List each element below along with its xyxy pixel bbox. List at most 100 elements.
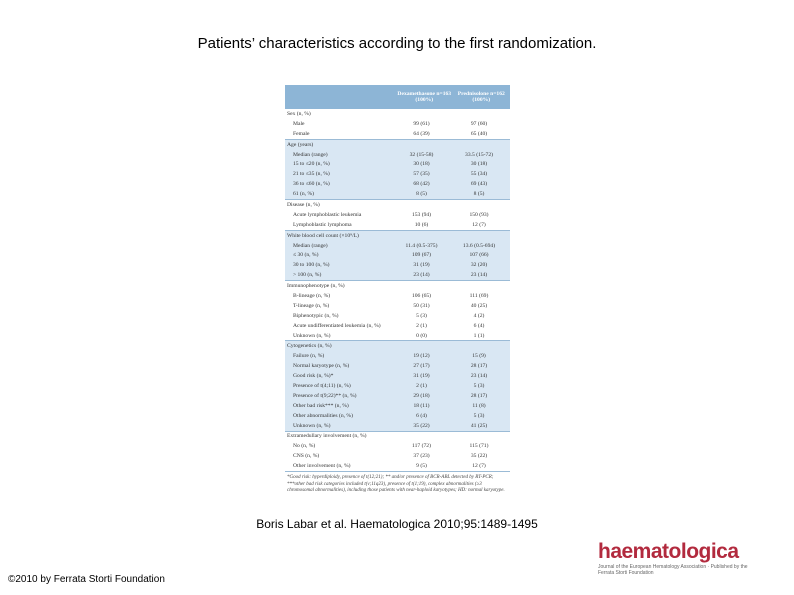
- table-row: Male 99 (61) 97 (60): [285, 119, 510, 129]
- cell: 2 (1): [416, 382, 427, 389]
- cell: 107 (66): [469, 252, 489, 259]
- section-label: Sex (n, %): [287, 110, 311, 117]
- cell: 50 (31): [413, 302, 430, 309]
- table-row: CNS (n, %) 37 (23) 35 (22): [285, 451, 510, 461]
- table-row: No (n, %) 117 (72) 115 (71): [285, 441, 510, 451]
- row-label: Female: [293, 130, 310, 137]
- cell: 150 (93): [469, 211, 489, 218]
- logo-tagline: Journal of the European Hematology Assoc…: [598, 564, 748, 576]
- table-row: > 100 (n, %) 23 (14) 23 (14): [285, 270, 510, 280]
- cell: 23 (14): [470, 373, 488, 380]
- cell: 11.4 (0.5-375): [405, 242, 438, 249]
- row-label: 30 to 100 (n, %): [293, 262, 330, 269]
- cell: 69 (43): [470, 181, 488, 188]
- cell: 10 (6): [414, 221, 429, 228]
- logo-name: haematologica: [598, 540, 739, 563]
- cell: 18 (11): [413, 402, 430, 409]
- cell: 9 (5): [416, 463, 427, 470]
- cell: 6 (4): [416, 412, 427, 419]
- footnote: *Good risk: hyperdiploidy, presence of t…: [287, 475, 505, 494]
- table-section: Cytogenetics (n, %) Failure (n, %) 19 (12)…: [285, 341, 510, 432]
- cell: 12 (7): [472, 221, 486, 228]
- column-header: Dexamethasone n=163 (100%): [397, 91, 452, 103]
- section-row: Cytogenetics (n, %): [285, 341, 510, 351]
- cell: 5 (3): [473, 382, 485, 389]
- row-label: ≤ 30 (n, %): [293, 252, 319, 259]
- table-row: Acute undifferentiated leukemia (n, %) 2 …: [285, 321, 510, 331]
- cell: 2 (1): [416, 322, 427, 329]
- table-row: Unknown (n, %) 35 (22) 41 (25): [285, 421, 510, 431]
- table: Dexamethasone n=163 (100%) Prednisolone n…: [285, 85, 510, 500]
- slide-title: Patients’ characteristics according to t…: [197, 35, 597, 52]
- cell: 5 (3): [473, 412, 485, 419]
- cell: 153 (94): [411, 211, 432, 218]
- row-label: Lymphoblastic lymphoma: [293, 221, 352, 228]
- cell: 12 (7): [472, 463, 486, 470]
- cell: 64 (39): [413, 130, 430, 137]
- cell: 35 (22): [413, 422, 430, 429]
- table-row: 30 to 100 (n, %) 31 (19) 32 (20): [285, 260, 510, 270]
- table-row: Other bad risk*** (n, %) 18 (11) 11 (8): [285, 401, 510, 411]
- column-header: Prednisolone n=162 (100%): [457, 91, 505, 103]
- cell: 109 (67): [411, 252, 432, 259]
- row-label: Good risk (n, %)*: [293, 373, 334, 380]
- cell: 23 (14): [413, 272, 430, 279]
- cell: 97 (60): [470, 120, 488, 127]
- cell: 8 (5): [473, 191, 485, 198]
- cell: 30 (18): [470, 161, 488, 168]
- cell: 28 (17): [470, 392, 488, 399]
- table-row: Biphenotypic (n, %) 5 (3) 4 (2): [285, 311, 510, 321]
- cell: 1 (1): [473, 332, 485, 339]
- cell: 28 (17): [470, 363, 488, 370]
- table-row: Acute lymphoblastic leukemia 153 (94) 150 …: [285, 210, 510, 220]
- row-label: 15 to ≤20 (n, %): [293, 161, 330, 168]
- cell: 68 (42): [413, 181, 430, 188]
- cell: 31 (19): [413, 373, 430, 380]
- table-row: T-lineage (n, %) 50 (31) 40 (25): [285, 301, 510, 311]
- cell: 0 (0): [416, 332, 427, 339]
- cell: 32 (15-58): [409, 151, 434, 158]
- table-row: Median (range) 32 (15-58) 33.5 (15-72): [285, 150, 510, 160]
- cell: 37 (23): [413, 453, 430, 460]
- citation: Boris Labar et al. Haematologica 2010;95…: [256, 517, 538, 531]
- row-label: Acute lymphoblastic leukemia: [293, 211, 362, 218]
- cell: 31 (19): [413, 262, 430, 269]
- cell: 33.5 (15-72): [465, 151, 493, 158]
- table-row: Presence of t(4;11) (n, %) 2 (1) 5 (3): [285, 381, 510, 391]
- copyright: ©2010 by Ferrata Storti Foundation: [8, 574, 165, 585]
- table-section: Disease (n, %) Acute lymphoblastic leukem…: [285, 200, 510, 231]
- row-label: Failure (n, %): [293, 353, 325, 360]
- row-label: 61 (n, %): [293, 191, 314, 198]
- cell: 32 (20): [470, 262, 488, 269]
- row-label: Presence of t(4;11) (n, %): [293, 382, 351, 389]
- section-row: Age (years): [285, 140, 510, 150]
- table-row: Presence of t(9;22)** (n, %) 29 (18) 28 (1…: [285, 391, 510, 401]
- row-label: Other abnormalities (n, %): [293, 412, 353, 419]
- cell: 19 (12): [413, 353, 430, 360]
- cell: 117 (72): [412, 443, 431, 450]
- table-row: Median (range) 11.4 (0.5-375) 13.6 (0.5-69…: [285, 241, 510, 251]
- table-row: Other involvement (n, %) 9 (5) 12 (7): [285, 461, 510, 471]
- table-section: Immunophenotype (n, %) B-lineage (n, %) 10…: [285, 281, 510, 342]
- table-row: 36 to ≤60 (n, %) 68 (42) 69 (43): [285, 179, 510, 189]
- cell: 115 (71): [469, 443, 489, 450]
- cell: 41 (25): [470, 422, 488, 429]
- table-header: Dexamethasone n=163 (100%) Prednisolone n…: [285, 85, 510, 109]
- row-label: CNS (n, %): [293, 453, 320, 460]
- cell: 35 (22): [470, 453, 488, 460]
- row-label: > 100 (n, %): [293, 272, 322, 279]
- cell: 15 (9): [472, 353, 486, 360]
- table-row: Female 64 (39) 65 (40): [285, 129, 510, 139]
- cell: 29 (18): [413, 392, 430, 399]
- cell: 4 (2): [473, 312, 485, 319]
- section-label: Disease (n, %): [287, 201, 320, 208]
- cell: 5 (3): [416, 312, 427, 319]
- row-label: Normal karyotype (n, %): [293, 363, 350, 370]
- section-row: Sex (n, %): [285, 109, 510, 119]
- row-label: Median (range): [293, 151, 328, 158]
- row-label: Presence of t(9;22)** (n, %): [293, 392, 357, 399]
- cell: 30 (18): [413, 161, 430, 168]
- section-label: Immunophenotype (n, %): [287, 283, 345, 290]
- row-label: Biphenotypic (n, %): [293, 312, 339, 319]
